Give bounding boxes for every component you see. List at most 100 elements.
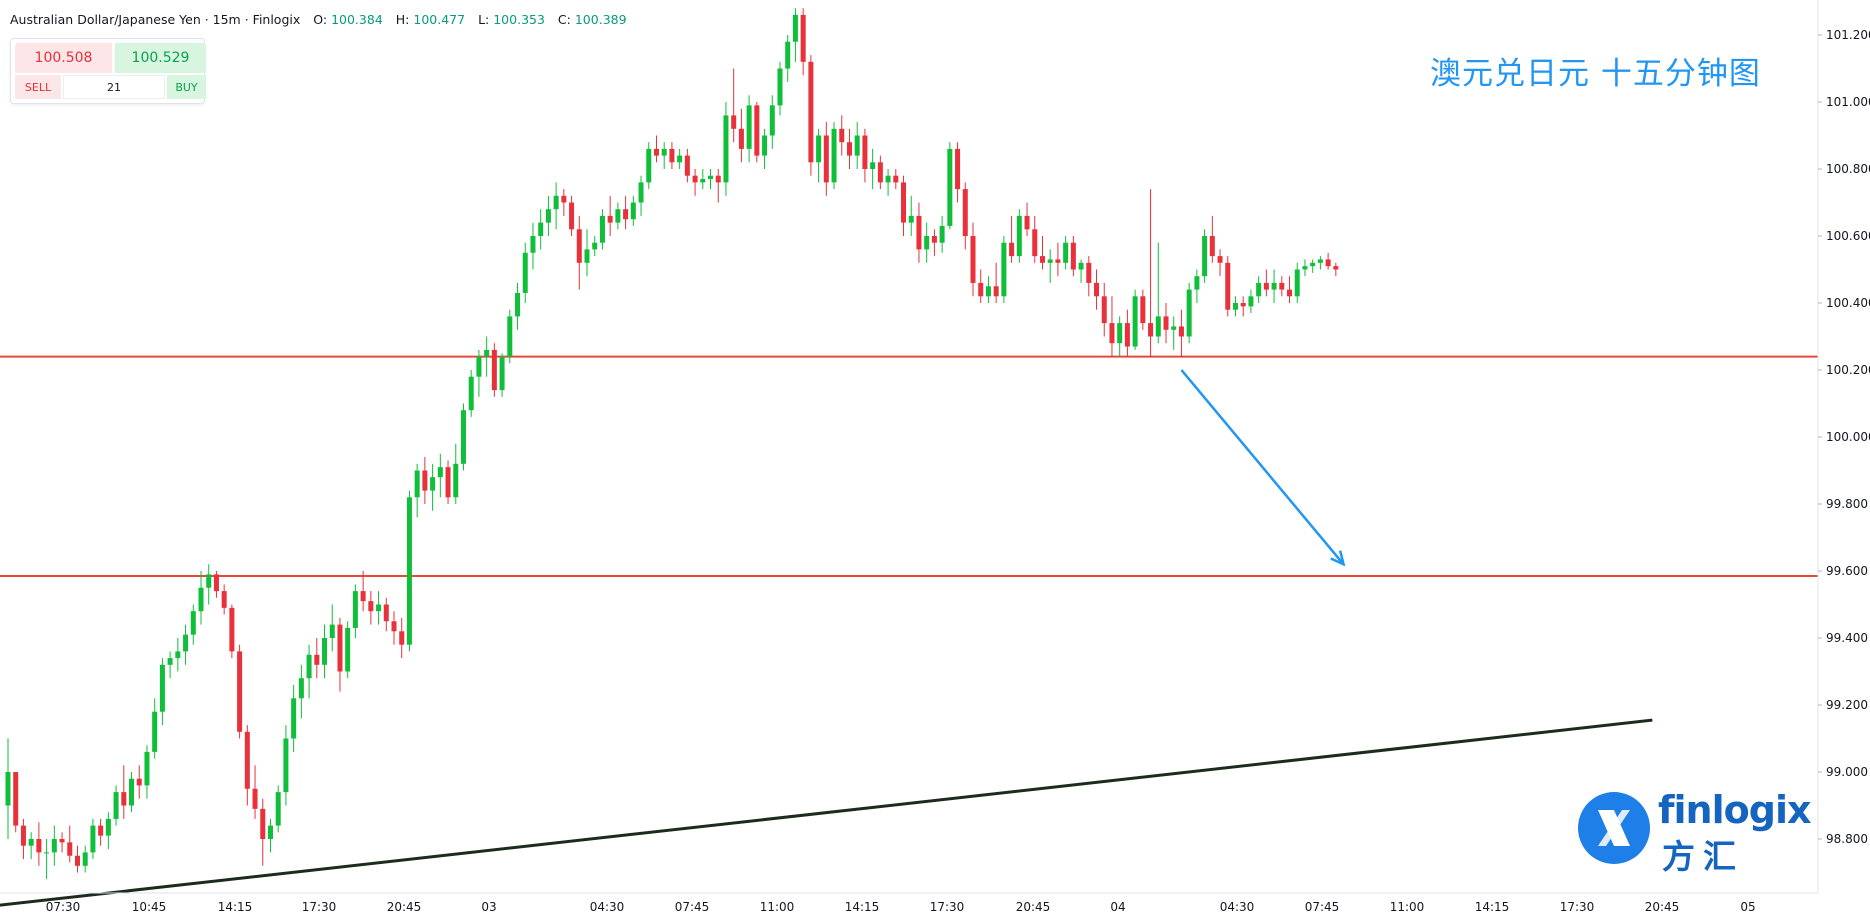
- price-tick-label: 100.600: [1826, 229, 1870, 243]
- candle-body: [198, 587, 204, 612]
- candle: [1094, 269, 1100, 310]
- candle-body: [854, 135, 860, 156]
- candle-body: [561, 195, 567, 203]
- candle: [831, 122, 837, 190]
- candle-body: [1094, 282, 1100, 297]
- candle: [437, 453, 443, 498]
- candle-body: [183, 634, 189, 652]
- candle: [1032, 215, 1038, 263]
- candle: [1333, 262, 1339, 277]
- candle-body: [684, 155, 690, 176]
- candle-body: [723, 115, 729, 183]
- candle: [1148, 189, 1154, 357]
- buy-button[interactable]: BUY: [167, 75, 206, 99]
- candle: [684, 148, 690, 183]
- candle-body: [20, 825, 26, 846]
- candle-body: [152, 711, 158, 752]
- candle-body: [460, 410, 466, 464]
- candle-body: [538, 222, 544, 236]
- time-tick-label: 14:15: [845, 900, 880, 914]
- candle: [484, 336, 490, 377]
- candle: [1016, 209, 1022, 263]
- candle: [237, 644, 243, 739]
- candle: [322, 624, 328, 679]
- time-tick-label: 14:15: [218, 900, 253, 914]
- candle: [1202, 229, 1208, 283]
- symbol-header: Australian Dollar/Japanese Yen · 15m · F…: [10, 12, 627, 27]
- low-value: 100.353: [493, 12, 545, 27]
- candle-body: [1009, 242, 1015, 257]
- candle: [947, 142, 953, 230]
- price-tick-label: 99.400: [1826, 631, 1868, 645]
- price-tick-label: 99.200: [1826, 698, 1868, 712]
- candle-body: [229, 607, 235, 652]
- candle-body: [677, 155, 683, 163]
- candle: [159, 658, 165, 726]
- candle-body: [653, 148, 659, 156]
- buy-price-button[interactable]: 100.529: [115, 43, 206, 73]
- sell-price-button[interactable]: 100.508: [15, 43, 112, 73]
- candle-body: [1063, 242, 1069, 263]
- candle: [275, 785, 281, 833]
- candle-body: [893, 175, 899, 183]
- candle: [406, 490, 412, 652]
- candle-body: [453, 463, 459, 498]
- candle: [59, 832, 65, 853]
- logo-text-en: finlogix: [1658, 788, 1811, 832]
- candle: [36, 822, 42, 866]
- candle: [630, 195, 636, 226]
- spread-value: 21: [63, 75, 165, 99]
- candle-body: [499, 356, 505, 391]
- candle: [1078, 259, 1084, 283]
- price-tick-label: 100.000: [1826, 430, 1870, 444]
- candle: [584, 229, 590, 277]
- horizontal-levels: [0, 355, 1818, 578]
- candle-body: [1186, 289, 1192, 337]
- candle-body: [422, 470, 428, 491]
- price-tick-label: 98.800: [1826, 832, 1868, 846]
- candle-body: [1148, 323, 1154, 337]
- candle-body: [800, 14, 806, 62]
- candle: [1186, 282, 1192, 344]
- candle: [198, 571, 204, 625]
- sell-button[interactable]: SELL: [15, 75, 61, 99]
- candle: [167, 651, 173, 679]
- candle-body: [1117, 323, 1123, 344]
- candle: [1209, 215, 1215, 263]
- candle: [1263, 269, 1269, 297]
- candle-body: [715, 175, 721, 183]
- candle: [1055, 242, 1061, 277]
- candle-body: [430, 477, 436, 491]
- candle: [144, 745, 150, 799]
- candle: [708, 169, 714, 190]
- drawings: [0, 369, 1653, 907]
- candle: [700, 169, 706, 190]
- candle: [877, 155, 883, 190]
- candle-body: [669, 148, 675, 163]
- high-value: 100.477: [413, 12, 466, 27]
- candle: [283, 725, 289, 806]
- candle-body: [978, 282, 984, 297]
- candle: [592, 236, 598, 257]
- candle: [1155, 242, 1161, 344]
- trendline: [0, 718, 1653, 907]
- candle: [391, 611, 397, 645]
- candle-body: [1016, 215, 1022, 257]
- candle: [1140, 289, 1146, 330]
- candle-body: [221, 591, 227, 608]
- candle-body: [190, 611, 196, 635]
- candle-body: [1039, 256, 1045, 263]
- candle-body: [584, 249, 590, 263]
- candle: [893, 169, 899, 190]
- time-tick-label: 17:30: [930, 900, 965, 914]
- candle: [962, 182, 968, 250]
- candle-body: [1132, 296, 1138, 347]
- candle-body: [314, 654, 320, 665]
- candle-body: [1124, 323, 1130, 347]
- candle-body: [962, 189, 968, 236]
- candle: [98, 818, 104, 846]
- candle-body: [638, 182, 644, 203]
- candle: [1302, 259, 1308, 277]
